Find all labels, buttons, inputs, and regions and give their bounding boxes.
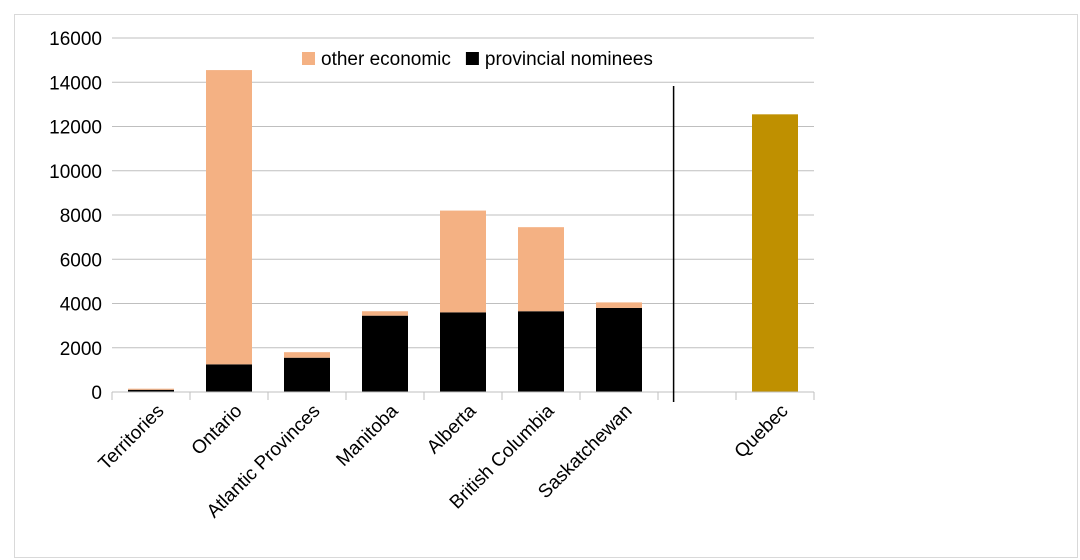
y-tick-label: 2000	[60, 339, 102, 360]
bar-segment	[518, 227, 564, 312]
x-tick-label: Ontario	[188, 401, 247, 460]
legend-label: other economic	[321, 49, 451, 70]
x-tick-label: Alberta	[423, 400, 481, 458]
bar-segment	[128, 389, 174, 392]
x-tick-label: Quebec	[731, 401, 793, 463]
y-tick-label: 16000	[49, 29, 102, 50]
legend-swatch	[302, 52, 315, 65]
legend: other economic provincial nominees	[302, 49, 653, 70]
x-tick-label: Territories	[95, 401, 169, 475]
y-tick-label: 8000	[60, 206, 102, 227]
y-tick-label: 0	[91, 383, 102, 404]
bar-quebec	[752, 114, 798, 393]
y-tick-label: 6000	[60, 250, 102, 271]
bar-segment	[128, 388, 174, 390]
bar-segment	[596, 307, 642, 392]
bar-segment	[362, 311, 408, 316]
y-tick-label: 10000	[49, 162, 102, 183]
bar-segment	[206, 70, 252, 365]
bars	[128, 70, 798, 393]
legend-label: provincial nominees	[485, 49, 653, 70]
y-tick-label: 14000	[49, 73, 102, 94]
bar-segment	[440, 210, 486, 313]
y-tick-label: 12000	[49, 118, 102, 139]
x-tick-label: Manitoba	[332, 400, 402, 470]
bar-segment	[284, 357, 330, 392]
bar-segment	[596, 302, 642, 308]
bar-segment	[440, 312, 486, 392]
bar-segment	[206, 364, 252, 392]
y-tick-label: 4000	[60, 295, 102, 316]
bar-segment	[284, 352, 330, 358]
bar-segment	[362, 315, 408, 392]
axes: 0 2000 4000 6000 8000 10000 12000 14000 16000 Ter…	[49, 29, 815, 522]
bar-segment	[518, 311, 564, 392]
legend-swatch	[465, 52, 479, 65]
